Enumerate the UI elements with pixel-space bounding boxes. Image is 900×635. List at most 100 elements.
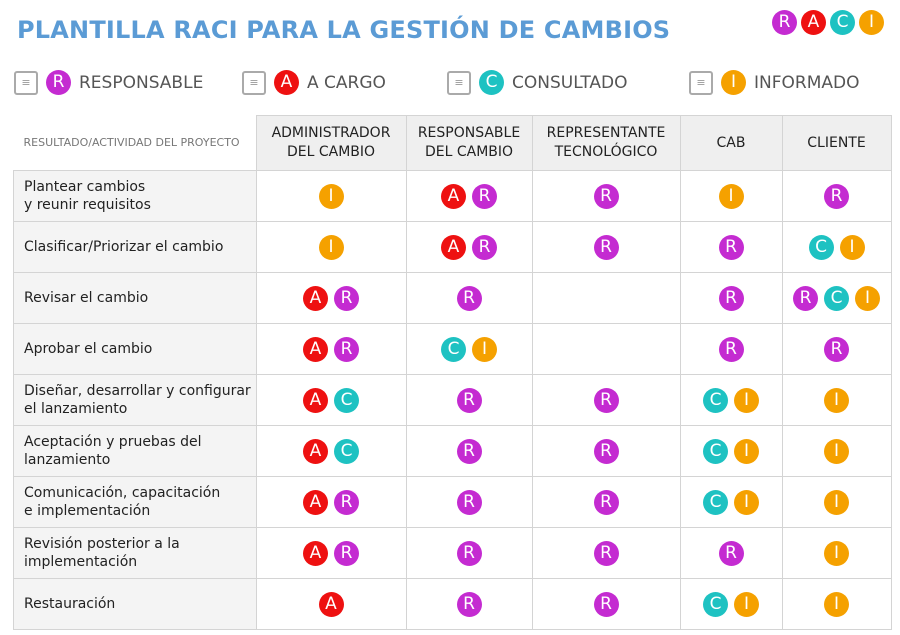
informed-badge: I bbox=[721, 70, 746, 95]
responsible-badge: R bbox=[456, 489, 482, 515]
consulted-badge: C bbox=[703, 489, 728, 515]
responsible-badge: R bbox=[456, 438, 482, 464]
raci-cell: R bbox=[531, 527, 681, 579]
informed-badge: I bbox=[824, 387, 849, 413]
consulted-badge: C bbox=[830, 10, 855, 35]
informed-badge: I bbox=[824, 591, 849, 617]
activity-cell: Revisar el cambio bbox=[13, 272, 257, 324]
raci-cell: R bbox=[531, 374, 681, 426]
table-row: Revisar el cambio A R R R R C I bbox=[13, 272, 892, 324]
consulted-badge: C bbox=[824, 285, 849, 311]
legend-item-responsible: ≡ R RESPONSABLE bbox=[14, 70, 242, 95]
informed-badge: I bbox=[839, 234, 865, 260]
accountable-badge: A bbox=[441, 183, 466, 209]
informed-badge: I bbox=[824, 438, 849, 464]
consulted-badge: C bbox=[479, 70, 504, 95]
table-row: Comunicación, capacitación e implementac… bbox=[13, 476, 892, 528]
raci-cell: R bbox=[531, 221, 681, 273]
accountable-badge: A bbox=[303, 438, 328, 464]
table-row: Restauración A R R C I I bbox=[13, 578, 892, 630]
raci-table: RESULTADO/ACTIVIDAD DEL PROYECTO ADMINIST… bbox=[13, 115, 892, 630]
legend-item-accountable: ≡ A A CARGO bbox=[242, 70, 447, 95]
activity-cell: Plantear cambios y reunir requisitos bbox=[13, 170, 257, 222]
responsible-badge: R bbox=[472, 183, 497, 209]
raci-cell: R bbox=[405, 425, 533, 477]
column-header: REPRESENTANTE TECNOLÓGICO bbox=[531, 115, 681, 171]
consulted-badge: C bbox=[441, 336, 466, 362]
consulted-badge: C bbox=[703, 387, 728, 413]
raci-cell: R bbox=[679, 527, 783, 579]
raci-cell: A bbox=[255, 578, 407, 630]
page-title: PLANTILLA RACI PARA LA GESTIÓN DE CAMBIO… bbox=[17, 16, 671, 44]
contact-card-download-icon: ≡ bbox=[447, 70, 471, 95]
responsible-badge: R bbox=[472, 234, 497, 260]
responsible-badge: R bbox=[334, 540, 359, 566]
responsible-badge: R bbox=[718, 540, 744, 566]
consulted-badge: C bbox=[334, 438, 359, 464]
raci-cell: I bbox=[781, 527, 892, 579]
raci-cell: I bbox=[781, 578, 892, 630]
responsible-badge: R bbox=[456, 591, 482, 617]
activity-cell: Aceptación y pruebas del lanzamiento bbox=[13, 425, 257, 477]
legend: ≡ R RESPONSABLE ≡ A A CARGO ≡ C CONSULTADO ≡ I INFO… bbox=[14, 70, 859, 95]
responsible-badge: R bbox=[456, 285, 482, 311]
accountable-badge: A bbox=[801, 10, 826, 35]
raci-cell: I bbox=[781, 425, 892, 477]
responsible-badge: R bbox=[456, 540, 482, 566]
table-row: Clasificar/Priorizar el cambio I A R R R C I bbox=[13, 221, 892, 273]
informed-badge: I bbox=[734, 489, 759, 515]
informed-badge: I bbox=[734, 387, 759, 413]
responsible-badge: R bbox=[334, 336, 359, 362]
informed-badge: I bbox=[734, 591, 759, 617]
responsible-badge: R bbox=[593, 234, 619, 260]
accountable-badge: A bbox=[318, 591, 344, 617]
raci-cell: I bbox=[679, 170, 783, 222]
informed-badge: I bbox=[318, 234, 344, 260]
responsible-badge: R bbox=[46, 70, 71, 95]
responsible-badge: R bbox=[593, 183, 619, 209]
informed-badge: I bbox=[734, 438, 759, 464]
search-people-icon: ≡ bbox=[242, 70, 266, 95]
responsible-badge: R bbox=[334, 489, 359, 515]
raci-cell bbox=[531, 272, 681, 324]
raci-cell: R bbox=[679, 323, 783, 375]
informed-badge: I bbox=[859, 10, 884, 35]
accountable-badge: A bbox=[274, 70, 299, 95]
responsible-badge: R bbox=[593, 438, 619, 464]
accountable-badge: A bbox=[303, 285, 328, 311]
informed-badge: I bbox=[718, 183, 744, 209]
raci-cell: R bbox=[405, 578, 533, 630]
informed-badge: I bbox=[472, 336, 497, 362]
activity-cell: Comunicación, capacitación e implementac… bbox=[13, 476, 257, 528]
raci-cell: R bbox=[405, 476, 533, 528]
raci-cell: I bbox=[255, 170, 407, 222]
raci-cell: R bbox=[531, 578, 681, 630]
legend-item-informed: ≡ I INFORMADO bbox=[689, 70, 859, 95]
responsible-badge: R bbox=[718, 285, 744, 311]
consulted-badge: C bbox=[808, 234, 834, 260]
raci-cell: R bbox=[531, 170, 681, 222]
raci-cell: R bbox=[679, 221, 783, 273]
responsible-badge: R bbox=[334, 285, 359, 311]
raci-cell: R bbox=[679, 272, 783, 324]
raci-cell: R bbox=[405, 527, 533, 579]
legend-label: CONSULTADO bbox=[512, 72, 628, 93]
raci-cell: R bbox=[781, 170, 892, 222]
accountable-badge: A bbox=[441, 234, 466, 260]
activity-cell: Diseñar, desarrollar y configurar el lan… bbox=[13, 374, 257, 426]
activity-cell: Revisión posterior a la implementación bbox=[13, 527, 257, 579]
consulted-badge: C bbox=[703, 591, 728, 617]
consulted-badge: C bbox=[703, 438, 728, 464]
activity-cell: Aprobar el cambio bbox=[13, 323, 257, 375]
